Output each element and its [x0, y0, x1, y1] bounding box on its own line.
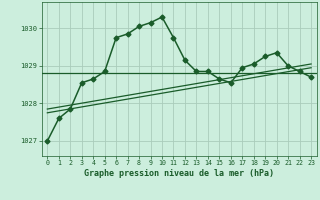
X-axis label: Graphe pression niveau de la mer (hPa): Graphe pression niveau de la mer (hPa): [84, 169, 274, 178]
